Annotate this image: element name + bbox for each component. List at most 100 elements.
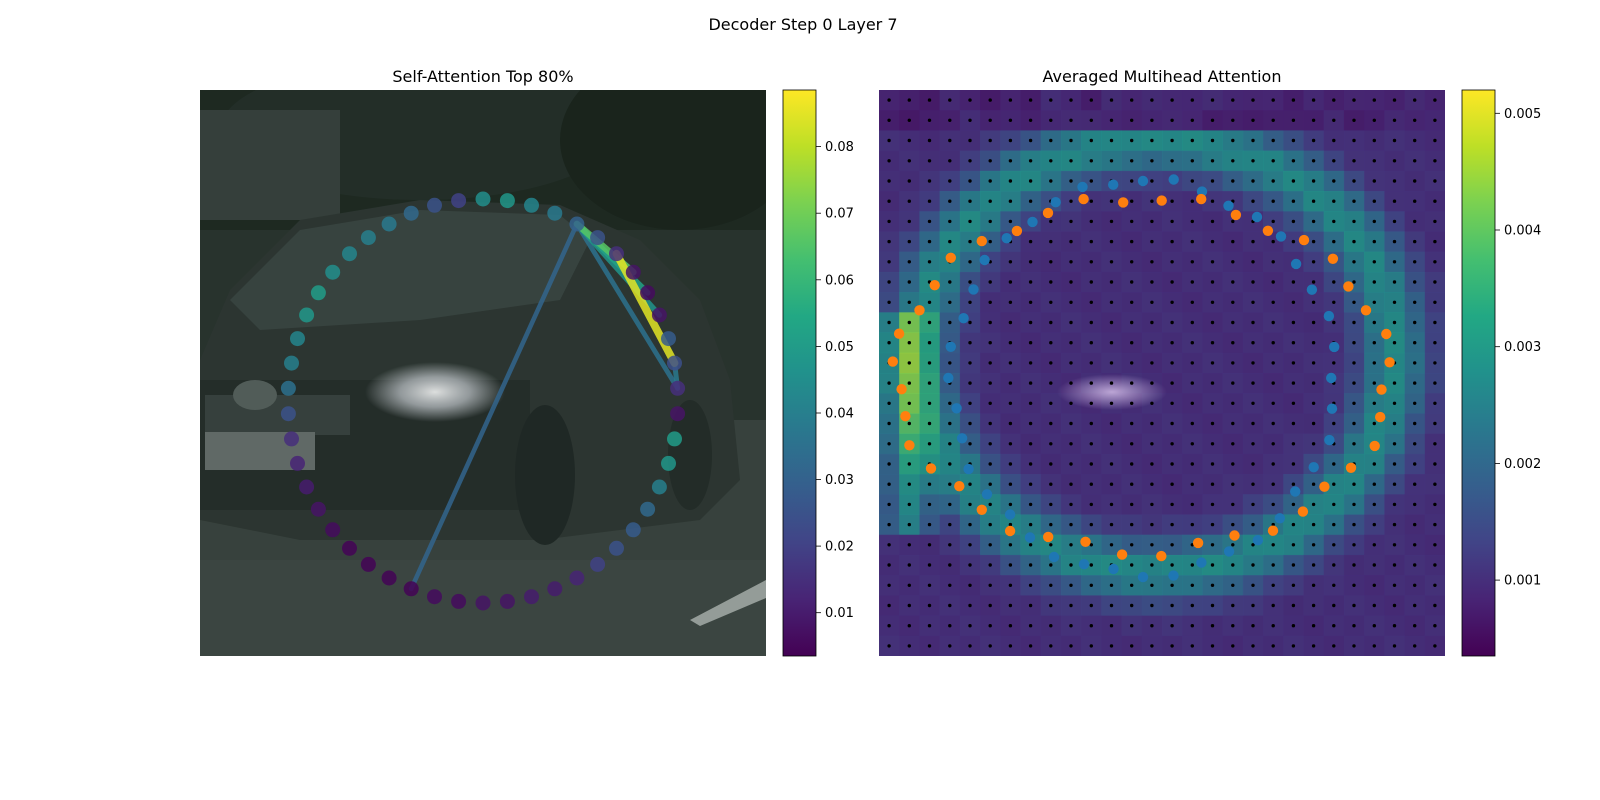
grid-dot [1292, 402, 1295, 405]
grid-dot [1130, 543, 1133, 546]
ring-point [1169, 174, 1179, 184]
grid-dot [1373, 98, 1376, 101]
grid-dot [989, 462, 992, 465]
grid-dot [968, 644, 971, 647]
ring-point [946, 253, 956, 263]
grid-dot [1352, 402, 1355, 405]
grid-dot [1029, 260, 1032, 263]
grid-dot [1069, 280, 1072, 283]
grid-dot [1049, 563, 1052, 566]
grid-dot [989, 341, 992, 344]
grid-dot [1090, 220, 1093, 223]
grid-dot [1110, 159, 1113, 162]
grid-dot [1211, 422, 1214, 425]
grid-dot [1292, 220, 1295, 223]
grid-dot [1433, 200, 1436, 203]
grid-dot [1373, 321, 1376, 324]
grid-dot [1009, 604, 1012, 607]
grid-dot [1332, 483, 1335, 486]
grid-dot [989, 119, 992, 122]
ring-point [1223, 201, 1233, 211]
grid-dot [908, 483, 911, 486]
ring-point [1078, 194, 1088, 204]
grid-dot [1332, 139, 1335, 142]
grid-dot [1231, 584, 1234, 587]
grid-dot [1413, 98, 1416, 101]
grid-dot [1069, 543, 1072, 546]
grid-dot [1110, 503, 1113, 506]
grid-dot [948, 422, 951, 425]
grid-dot [1150, 422, 1153, 425]
grid-dot [1231, 220, 1234, 223]
grid-dot [1170, 563, 1173, 566]
grid-dot [1251, 361, 1254, 364]
figure-suptitle: Decoder Step 0 Layer 7 [708, 15, 897, 34]
grid-dot [1069, 644, 1072, 647]
attention-point [427, 198, 442, 213]
attention-point [284, 356, 299, 371]
grid-dot [1251, 301, 1254, 304]
grid-dot [1191, 503, 1194, 506]
grid-dot [1312, 139, 1315, 142]
grid-dot [1150, 543, 1153, 546]
grid-dot [948, 604, 951, 607]
grid-dot [887, 98, 890, 101]
grid-dot [1029, 98, 1032, 101]
grid-dot [1251, 503, 1254, 506]
grid-dot [1009, 563, 1012, 566]
grid-dot [1272, 200, 1275, 203]
grid-dot [1150, 321, 1153, 324]
grid-dot [968, 98, 971, 101]
grid-dot [1433, 462, 1436, 465]
colorbar-tick-label: 0.08 [825, 140, 854, 155]
ring-point [1168, 570, 1178, 580]
grid-dot [1049, 159, 1052, 162]
grid-dot [1433, 341, 1436, 344]
grid-dot [928, 563, 931, 566]
grid-dot [908, 301, 911, 304]
grid-dot [968, 503, 971, 506]
grid-dot [908, 220, 911, 223]
grid-dot [1069, 119, 1072, 122]
grid-dot [1251, 159, 1254, 162]
grid-dot [1231, 624, 1234, 627]
grid-dot [968, 280, 971, 283]
grid-dot [1211, 260, 1214, 263]
grid-dot [1150, 523, 1153, 526]
grid-dot [1332, 503, 1335, 506]
grid-dot [968, 624, 971, 627]
ring-point [946, 342, 956, 352]
attention-point [661, 456, 676, 471]
multihead-colorbar: 0.0010.0020.0030.0040.005 [1462, 90, 1541, 656]
grid-dot [1251, 119, 1254, 122]
grid-dot [1110, 523, 1113, 526]
grid-dot [1029, 179, 1032, 182]
grid-dot [1292, 139, 1295, 142]
grid-dot [1029, 402, 1032, 405]
grid-dot [968, 240, 971, 243]
grid-dot [1413, 523, 1416, 526]
attention-point [342, 541, 357, 556]
grid-dot [908, 644, 911, 647]
grid-dot [948, 139, 951, 142]
grid-dot [1373, 563, 1376, 566]
grid-dot [1312, 341, 1315, 344]
grid-dot [1352, 422, 1355, 425]
grid-dot [1150, 402, 1153, 405]
colorbar-ticks: 0.0010.0020.0030.0040.005 [1495, 107, 1541, 589]
attention-point [609, 541, 624, 556]
grid-dot [1170, 644, 1173, 647]
grid-dot [928, 301, 931, 304]
grid-dot [1029, 483, 1032, 486]
grid-dot [989, 301, 992, 304]
grid-dot [948, 361, 951, 364]
grid-dot [1413, 159, 1416, 162]
self-attention-title: Self-Attention Top 80% [392, 67, 573, 86]
grid-dot [1090, 503, 1093, 506]
ring-point [930, 280, 940, 290]
grid-dot [1373, 220, 1376, 223]
grid-dot [1413, 483, 1416, 486]
grid-dot [1191, 179, 1194, 182]
grid-dot [1272, 220, 1275, 223]
grid-dot [1231, 260, 1234, 263]
